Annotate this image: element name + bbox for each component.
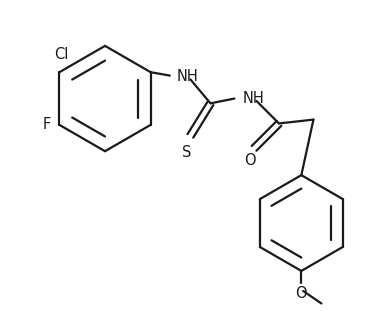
Text: F: F bbox=[43, 117, 51, 132]
Text: NH: NH bbox=[243, 91, 265, 106]
Text: O: O bbox=[245, 153, 256, 168]
Text: Cl: Cl bbox=[54, 47, 69, 62]
Text: NH: NH bbox=[177, 70, 199, 85]
Text: O: O bbox=[296, 286, 307, 301]
Text: S: S bbox=[182, 144, 191, 159]
